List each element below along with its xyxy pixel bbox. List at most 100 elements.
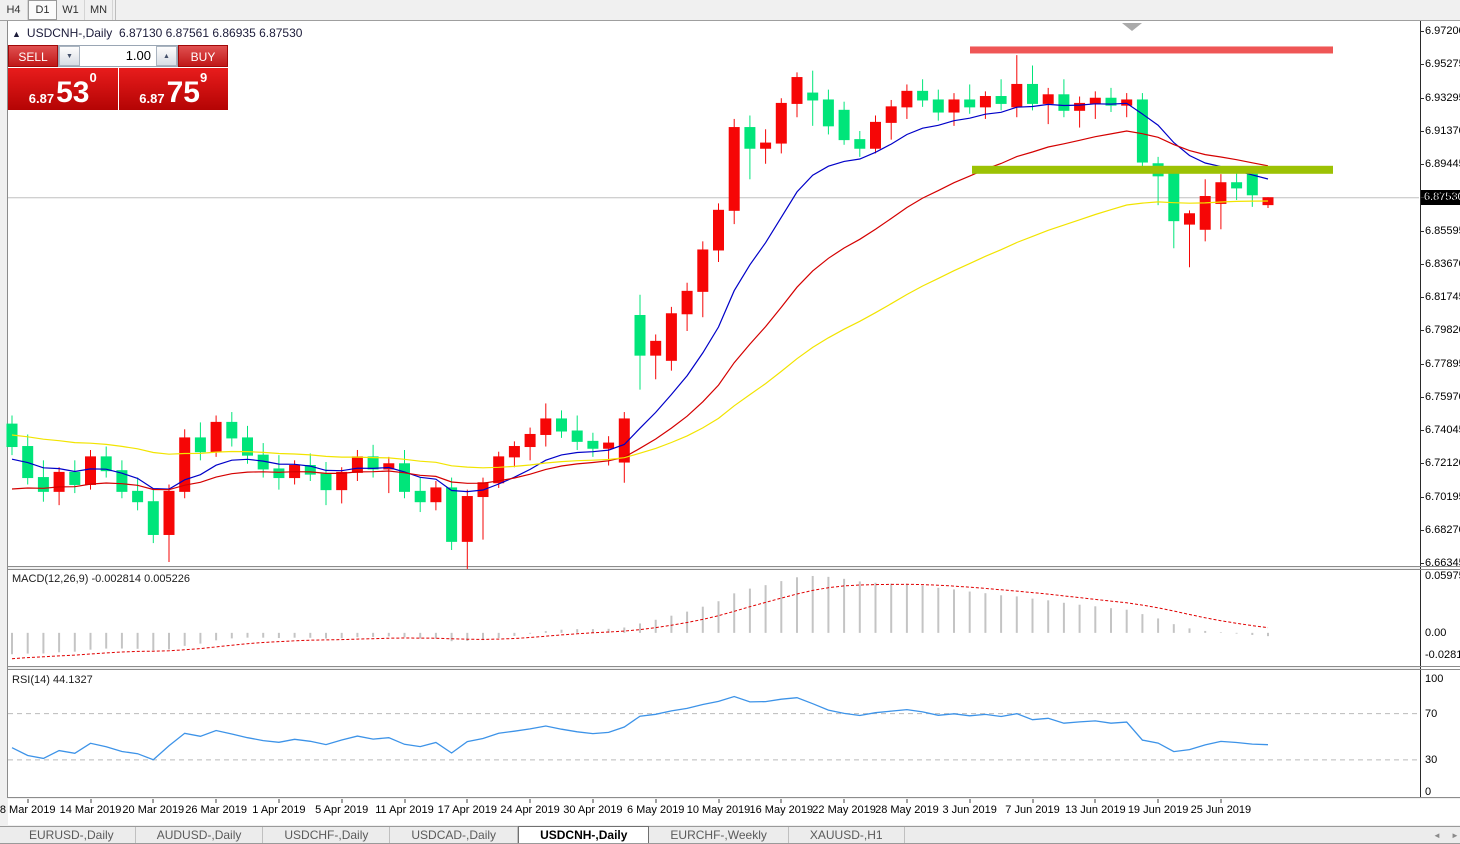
price-axis-label: 6.74045	[1425, 424, 1460, 436]
date-axis-label: 24 Apr 2019	[500, 804, 560, 816]
sell-button[interactable]: SELL	[8, 45, 58, 67]
chart-tab-xauusd-h1[interactable]: XAUUSD-,H1	[789, 827, 905, 843]
macd-panel[interactable]	[8, 570, 1420, 666]
chart-tab-eurusd-daily[interactable]: EURUSD-,Daily	[8, 827, 136, 843]
sell-price-prefix: 6.87	[28, 91, 55, 106]
toolbar-separator	[115, 0, 116, 20]
date-axis-label: 11 Apr 2019	[375, 804, 434, 816]
timeframe-button-w1[interactable]: W1	[57, 0, 85, 20]
date-axis-label: 6 May 2019	[626, 804, 685, 816]
price-axis-tick	[1420, 396, 1424, 398]
date-axis-tick	[1220, 799, 1222, 803]
sell-price-button[interactable]: 6.87 53 0	[8, 68, 118, 110]
volume-input[interactable]: 1.00	[125, 48, 151, 63]
price-axis-tick	[1420, 330, 1424, 332]
timeframe-button-mn[interactable]: MN	[85, 0, 113, 20]
price-axis-tick	[1420, 164, 1424, 165]
date-axis-tick	[780, 799, 782, 803]
panel-separator	[7, 797, 1460, 798]
rsi-axis-label: 70	[1425, 707, 1438, 720]
panel-separator[interactable]	[7, 569, 1460, 570]
volume-increase-icon[interactable]: ▲	[156, 46, 177, 66]
price-axis-label: 6.77895	[1425, 357, 1460, 370]
panel-separator[interactable]	[7, 669, 1460, 670]
collapse-triangle-icon[interactable]: ▲	[12, 29, 21, 39]
price-axis-label: 6.70195	[1425, 490, 1460, 503]
date-axis-label: 22 May 2019	[812, 804, 876, 816]
date-axis-label: 14 Mar 2019	[59, 804, 122, 816]
rsi-panel[interactable]	[8, 670, 1420, 797]
price-axis-tick	[1420, 230, 1424, 232]
price-axis-tick	[1420, 463, 1424, 465]
volume-decrease-icon[interactable]: ▼	[59, 46, 80, 66]
price-axis-label: 6.81745	[1425, 291, 1460, 303]
chart-tab-eurchf-weekly[interactable]: EURCHF-,Weekly	[649, 827, 789, 843]
price-axis-tick	[1420, 263, 1424, 265]
price-axis-label: 6.83670	[1425, 257, 1460, 270]
rsi-axis-label: 100	[1425, 673, 1444, 685]
price-axis-label: 6.91370	[1425, 124, 1460, 137]
date-axis-label: 8 Mar 2019	[0, 804, 56, 816]
sell-price-pip: 0	[89, 70, 97, 85]
timeframe-button-h4[interactable]: H4	[0, 0, 28, 20]
macd-axis-label: 0.059758	[1425, 570, 1460, 582]
date-axis-tick	[341, 799, 343, 803]
price-axis-label: 6.66345	[1425, 557, 1460, 569]
buy-price-main: 75	[166, 76, 200, 109]
price-axis-label: 6.89445	[1425, 158, 1460, 170]
date-axis-label: 17 Apr 2019	[437, 804, 497, 816]
price-axis-label: 6.97200	[1425, 25, 1460, 37]
buy-button[interactable]: BUY	[178, 45, 228, 67]
panel-separator[interactable]	[7, 666, 1460, 667]
panel-separator[interactable]	[7, 566, 1460, 567]
chart-window-title: ▲ USDCNH-,Daily 6.87130 6.87561 6.86935 6…	[12, 26, 302, 40]
date-axis-label: 16 May 2019	[749, 804, 814, 816]
price-axis-label: 6.93295	[1425, 91, 1460, 104]
price-axis-tick	[1420, 97, 1424, 99]
date-axis-tick	[1094, 799, 1096, 803]
date-axis-label: 25 Jun 2019	[1190, 804, 1252, 816]
date-axis-tick	[404, 799, 405, 803]
date-axis-label: 10 May 2019	[686, 804, 751, 816]
date-axis-tick	[215, 799, 217, 803]
price-axis-label: 6.85595	[1425, 224, 1460, 237]
timeframe-button-d1[interactable]: D1	[28, 0, 57, 20]
price-axis-tick	[1420, 130, 1424, 132]
date-axis-tick	[718, 799, 719, 803]
price-axis-tick	[1420, 297, 1424, 298]
chart-tab-usdcad-daily[interactable]: USDCAD-,Daily	[390, 827, 519, 843]
date-axis-tick	[969, 799, 971, 803]
date-axis-tick	[843, 799, 845, 803]
chart-tab-usdchf-daily[interactable]: USDCHF-,Daily	[263, 827, 391, 843]
date-axis-label: 19 Jun 2019	[1127, 804, 1189, 816]
date-axis-tick	[1032, 799, 1033, 803]
price-axis-label: 6.79820	[1425, 324, 1460, 337]
date-axis-tick	[592, 799, 594, 803]
current-price-box: 6.87530	[1421, 190, 1460, 205]
date-axis-tick	[529, 799, 531, 803]
price-axis-tick	[1420, 197, 1424, 199]
price-axis-label: 6.87530	[1425, 191, 1460, 204]
timeframe-toolbar: H4 D1 W1 MN	[0, 0, 1460, 21]
buy-price-button[interactable]: 6.87 75 9	[118, 68, 228, 110]
price-axis-column[interactable]	[1420, 21, 1460, 797]
tab-scroll-right-icon[interactable]: ►	[1451, 831, 1459, 840]
ohlc-values: 6.87130 6.87561 6.86935 6.87530	[118, 26, 303, 40]
price-axis-label: 6.72120	[1425, 457, 1460, 470]
chart-tab-usdcnh-daily[interactable]: USDCNH-,Daily	[518, 826, 650, 843]
date-axis-tick	[90, 799, 91, 803]
chart-tab-audusd-daily[interactable]: AUDUSD-,Daily	[136, 827, 264, 843]
date-axis-tick	[278, 799, 280, 803]
date-axis-label: 26 Mar 2019	[185, 804, 247, 816]
date-axis-tick	[152, 799, 154, 803]
tab-scroll-left-icon[interactable]: ◄	[1433, 831, 1441, 840]
window-left-border	[7, 21, 8, 797]
date-axis-label: 7 Jun 2019	[1005, 804, 1060, 816]
price-axis-tick	[1420, 64, 1424, 66]
price-axis-tick	[1420, 430, 1424, 431]
date-axis-tick	[466, 799, 468, 803]
price-axis-tick	[1420, 563, 1424, 564]
rsi-label: RSI(14) 44.1327	[12, 674, 93, 686]
date-axis-label: 30 Apr 2019	[563, 804, 623, 816]
